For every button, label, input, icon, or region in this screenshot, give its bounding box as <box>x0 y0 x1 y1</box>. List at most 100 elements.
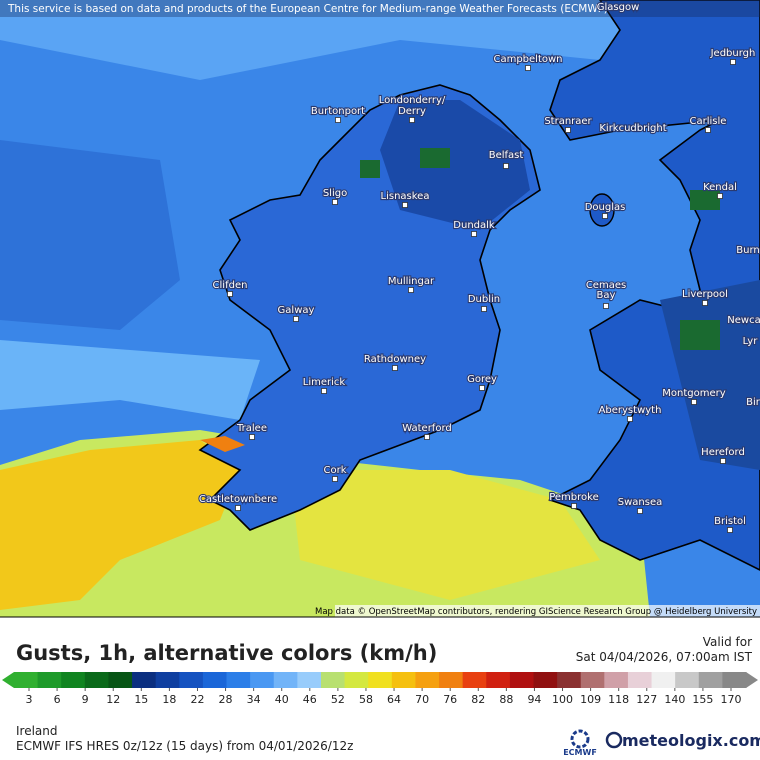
city-label: Gorey <box>467 374 497 385</box>
colorbar-segment <box>273 672 298 688</box>
city-dot <box>293 316 299 322</box>
attribution: This service is based on data and produc… <box>7 3 608 15</box>
colorbar-segment <box>84 672 109 688</box>
city-label: Bir <box>746 397 760 408</box>
colorbar-segment <box>320 672 346 688</box>
tick-label: 82 <box>471 693 485 706</box>
tick-label: 46 <box>303 693 317 706</box>
colorbar-arrow <box>746 672 758 688</box>
city-label: Clifden <box>213 280 248 291</box>
colorbar-segment <box>675 672 700 688</box>
city-dot <box>392 365 398 371</box>
colorbar-segment <box>344 672 369 688</box>
tick-label: 88 <box>499 693 513 706</box>
city-label: Tralee <box>236 423 267 434</box>
valid-label: Valid for <box>703 635 752 649</box>
city-label: Dublin <box>468 294 500 305</box>
city-dot <box>602 213 608 219</box>
city-label: Bristol <box>714 516 746 527</box>
city-label: Londonderry/ <box>379 95 446 106</box>
tick-label: 94 <box>527 693 541 706</box>
colorbar-segment <box>368 672 393 688</box>
tick-label: 9 <box>82 693 89 706</box>
tick-label: 109 <box>580 693 601 706</box>
colorbar-segment <box>462 672 487 688</box>
colorbar-segment <box>698 672 723 688</box>
city-dot <box>727 527 733 533</box>
tick-label: 170 <box>721 693 742 706</box>
colorbar-segment <box>14 672 39 688</box>
colorbar-segment <box>415 672 440 688</box>
city-label: Burn <box>736 245 759 256</box>
city-label: Pembroke <box>549 492 599 503</box>
colorbar-segment <box>250 672 275 688</box>
tick-label: 127 <box>636 693 657 706</box>
city-dot <box>603 303 609 309</box>
colorbar-segment <box>486 672 511 688</box>
city-label: Galway <box>278 305 315 316</box>
tick-label: 58 <box>359 693 373 706</box>
colorbar-segment <box>651 672 676 688</box>
city-label: Stranraer <box>544 116 592 127</box>
city-dot <box>627 416 633 422</box>
colorbar-segment <box>391 672 416 688</box>
city-label: Derry <box>398 106 426 117</box>
city-dot <box>503 163 509 169</box>
city-label: Swansea <box>618 497 662 508</box>
city-dot <box>321 388 327 394</box>
colorbar-segment <box>179 672 204 688</box>
city-label: Rathdowney <box>364 354 426 365</box>
colorbar-segment <box>297 672 322 688</box>
city-dot <box>335 117 341 123</box>
colorbar-segment <box>155 672 180 688</box>
city-label: Glasgow <box>597 2 640 13</box>
city-label: Cork <box>323 465 346 476</box>
city-dot <box>249 434 255 440</box>
city-dot <box>332 476 338 482</box>
tick-label: 15 <box>134 693 148 706</box>
city-label: Waterford <box>402 423 451 434</box>
city-dot <box>235 505 241 511</box>
city-label: Belfast <box>489 150 524 161</box>
tick-label: 100 <box>552 693 573 706</box>
city-dot <box>730 59 736 65</box>
city-label: Lisnaskea <box>381 191 430 202</box>
city-label: Douglas <box>585 202 626 213</box>
tick-label: 70 <box>415 693 429 706</box>
city-label: Campbeltown <box>493 54 562 65</box>
city-label: Cemaes <box>586 280 626 291</box>
brand[interactable]: meteologix.com <box>622 731 760 750</box>
city-label: Lyr <box>743 336 759 347</box>
city-dot <box>332 199 338 205</box>
city-label: Mullingar <box>388 276 435 287</box>
city-dot <box>717 193 723 199</box>
city-label: Dundalk <box>453 220 495 231</box>
colorbar-segment <box>439 672 464 688</box>
map: This service is based on data and produc… <box>0 0 760 617</box>
colorbar-segment <box>37 672 62 688</box>
city-label: Newca <box>727 315 760 326</box>
tick-label: 6 <box>54 693 61 706</box>
city-label: Liverpool <box>682 289 728 300</box>
colorbar-segment <box>722 672 747 688</box>
tick-label: 52 <box>331 693 345 706</box>
city-dot <box>720 458 726 464</box>
colorbar-segment <box>61 672 86 688</box>
city-label: Carlisle <box>690 116 727 127</box>
city-dot <box>471 231 477 237</box>
city-label: Hereford <box>701 447 745 458</box>
tick-label: 140 <box>664 693 685 706</box>
city-dot <box>424 434 430 440</box>
city-dot <box>702 300 708 306</box>
colorbar-arrow <box>2 672 14 688</box>
region: Ireland <box>16 724 58 738</box>
colorbar-segment <box>226 672 251 688</box>
colorbar-segment <box>132 672 157 688</box>
city-dot <box>705 127 711 133</box>
colorbar-segment <box>627 672 653 688</box>
tick-label: 64 <box>387 693 401 706</box>
city-dot <box>227 291 233 297</box>
tick-label: 155 <box>692 693 713 706</box>
city-dot <box>691 399 697 405</box>
